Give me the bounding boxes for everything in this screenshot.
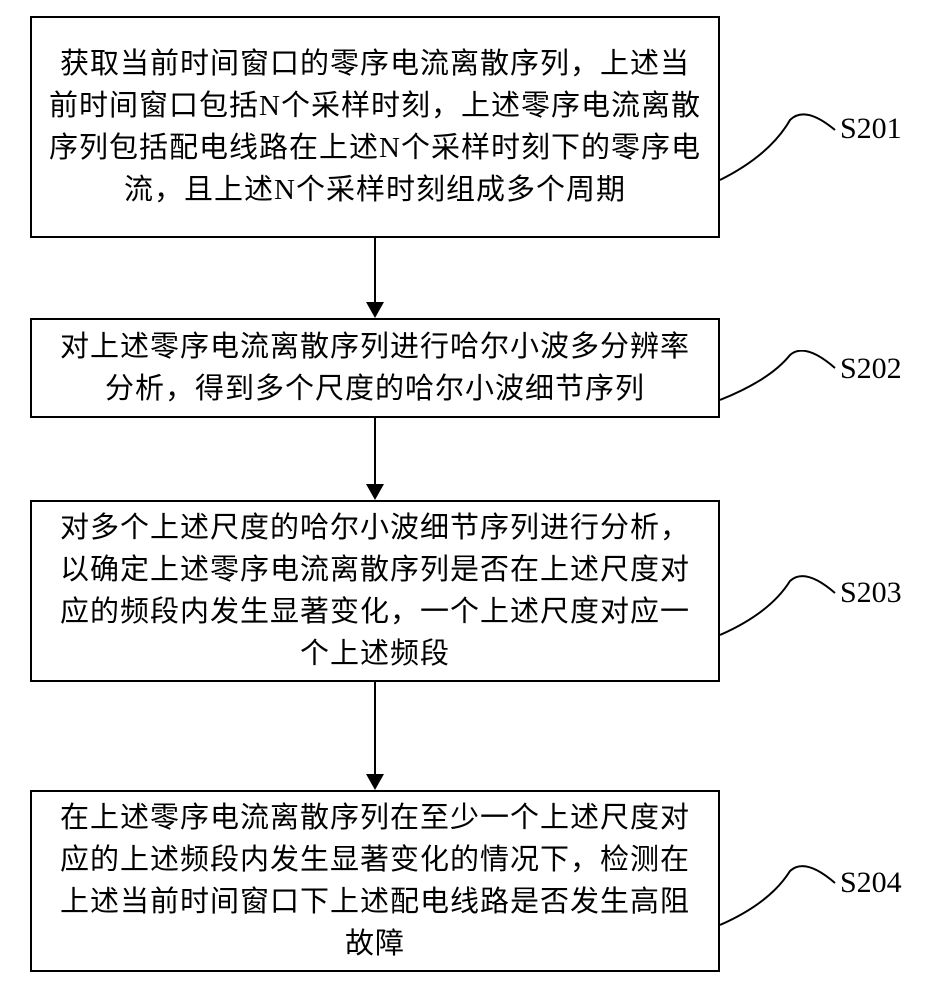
flowchart-canvas: 获取当前时间窗口的零序电流离散序列，上述当前时间窗口包括N个采样时刻，上述零序电…: [0, 0, 949, 1000]
label-connector-s204: [720, 863, 840, 938]
step-box-s204: 在上述零序电流离散序列在至少一个上述尺度对应的上述频段内发生显著变化的情况下，检…: [30, 790, 720, 972]
arrow-line-3: [374, 682, 376, 774]
step-box-s203: 对多个上述尺度的哈尔小波细节序列进行分析，以确定上述零序电流离散序列是否在上述尺…: [30, 500, 720, 682]
step-text-s203: 对多个上述尺度的哈尔小波细节序列进行分析，以确定上述零序电流离散序列是否在上述尺…: [48, 507, 702, 675]
step-label-s202: S202: [840, 352, 902, 386]
step-box-s202: 对上述零序电流离散序列进行哈尔小波多分辨率分析，得到多个尺度的哈尔小波细节序列: [30, 318, 720, 418]
label-connector-s201: [720, 110, 840, 190]
arrow-line-2: [374, 418, 376, 484]
arrow-head-3: [366, 774, 384, 790]
step-text-s204: 在上述零序电流离散序列在至少一个上述尺度对应的上述频段内发生显著变化的情况下，检…: [48, 797, 702, 965]
step-label-s203: S203: [840, 576, 902, 610]
step-text-s202: 对上述零序电流离散序列进行哈尔小波多分辨率分析，得到多个尺度的哈尔小波细节序列: [48, 326, 702, 410]
arrow-line-1: [374, 238, 376, 302]
arrow-head-1: [366, 302, 384, 318]
label-connector-s203: [720, 573, 840, 648]
step-label-s201: S201: [840, 112, 902, 146]
label-connector-s202: [720, 350, 840, 410]
step-text-s201: 获取当前时间窗口的零序电流离散序列，上述当前时间窗口包括N个采样时刻，上述零序电…: [48, 43, 702, 211]
arrow-head-2: [366, 484, 384, 500]
step-label-s204: S204: [840, 866, 902, 900]
step-box-s201: 获取当前时间窗口的零序电流离散序列，上述当前时间窗口包括N个采样时刻，上述零序电…: [30, 16, 720, 238]
